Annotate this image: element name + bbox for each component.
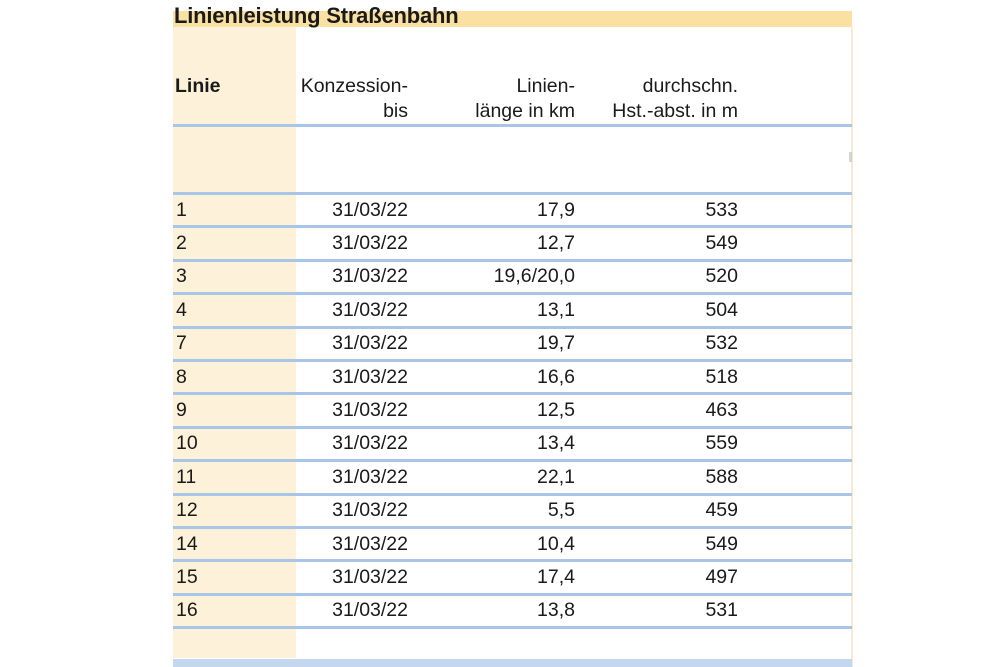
column-header-linienlaenge: Linien- länge in km: [475, 74, 575, 124]
cell-linienlaenge: 13,8: [537, 599, 575, 622]
cell-konzession-bis: 31/03/22: [332, 399, 408, 422]
cell-konzession-bis: 31/03/22: [332, 599, 408, 622]
cell-hst-abstand: 549: [705, 532, 738, 555]
cell-linie: 1: [176, 198, 187, 221]
cell-hst-abstand: 549: [705, 232, 738, 255]
table-row: 12 31/03/22 5,5 459: [173, 496, 852, 529]
cell-linienlaenge: 10,4: [537, 532, 575, 555]
table-row: 4 31/03/22 13,1 504: [173, 295, 852, 329]
cell-linienlaenge: 17,4: [537, 565, 575, 588]
table-row: 7 31/03/22 19,7 532: [173, 329, 852, 362]
cell-linienlaenge: 5,5: [547, 499, 575, 522]
cell-linienlaenge: 19,6/20,0: [493, 265, 575, 288]
column-header-label-line1: durchschn.: [642, 75, 738, 97]
cell-linie: 2: [176, 232, 187, 255]
cell-linie: 3: [176, 265, 187, 288]
cell-linienlaenge: 12,5: [537, 399, 575, 422]
cell-hst-abstand: 497: [705, 565, 738, 588]
cell-linienlaenge: 12,7: [537, 232, 575, 255]
column-header-label-line1: Konzession-: [300, 75, 408, 97]
column-header-linie: Linie: [175, 74, 221, 99]
sheet-bottom-rule: [173, 659, 852, 667]
cell-konzession-bis: 31/03/22: [332, 432, 408, 455]
cell-linienlaenge: 19,7: [537, 332, 575, 355]
table-row: 2 31/03/22 12,7 549: [173, 228, 852, 262]
cell-konzession-bis: 31/03/22: [332, 198, 408, 221]
column-header-label-line2: länge in km: [475, 100, 575, 122]
cell-konzession-bis: 31/03/22: [332, 265, 408, 288]
cell-linie: 10: [176, 432, 198, 455]
column-header-konzession-bis: Konzession- bis: [301, 74, 408, 124]
cell-linienlaenge: 17,9: [537, 198, 575, 221]
cell-linie: 12: [176, 499, 198, 522]
cell-konzession-bis: 31/03/22: [332, 298, 408, 321]
cell-konzession-bis: 31/03/22: [332, 465, 408, 488]
cell-linie: 9: [176, 399, 187, 422]
page-title: Linienleistung Straßenbahn: [174, 3, 459, 28]
cell-hst-abstand: 518: [705, 365, 738, 388]
cell-hst-abstand: 532: [705, 332, 738, 355]
cell-linie: 15: [176, 565, 198, 588]
cell-konzession-bis: 31/03/22: [332, 499, 408, 522]
cell-hst-abstand: 533: [705, 198, 738, 221]
table-row: 14 31/03/22 10,4 549: [173, 529, 852, 563]
cell-konzession-bis: 31/03/22: [332, 365, 408, 388]
stray-border-mark: [849, 152, 852, 162]
cell-hst-abstand: 463: [705, 399, 738, 422]
column-header-label-line1: Linien-: [516, 75, 575, 97]
table-row: 8 31/03/22 16,6 518: [173, 362, 852, 396]
column-header-label-line2: bis: [383, 100, 408, 122]
cell-konzession-bis: 31/03/22: [332, 565, 408, 588]
cell-hst-abstand: 531: [705, 599, 738, 622]
body-top-rule: [173, 192, 852, 195]
cell-linie: 16: [176, 599, 198, 622]
cell-hst-abstand: 559: [705, 432, 738, 455]
cell-hst-abstand: 459: [705, 499, 738, 522]
cell-hst-abstand: 520: [705, 265, 738, 288]
table-row: 16 31/03/22 13,8 531: [173, 596, 852, 630]
cell-linienlaenge: 16,6: [537, 365, 575, 388]
column-header-label: Linie: [175, 75, 221, 97]
cell-linienlaenge: 22,1: [537, 465, 575, 488]
cell-linie: 4: [176, 298, 187, 321]
cell-linie: 7: [176, 332, 187, 355]
column-header-label-line2: Hst.-abst. in m: [612, 100, 738, 122]
cell-linie: 11: [176, 465, 197, 488]
table-row: 15 31/03/22 17,4 497: [173, 562, 852, 596]
cell-hst-abstand: 588: [705, 465, 738, 488]
row-header-column-background: [173, 27, 296, 658]
cell-linienlaenge: 13,1: [537, 298, 575, 321]
column-header-hst-abstand: durchschn. Hst.-abst. in m: [612, 74, 738, 124]
cell-konzession-bis: 31/03/22: [332, 232, 408, 255]
cell-hst-abstand: 504: [705, 298, 738, 321]
table-row: 9 31/03/22 12,5 463: [173, 395, 852, 429]
table-row: 3 31/03/22 19,6/20,0 520: [173, 262, 852, 296]
cell-konzession-bis: 31/03/22: [332, 532, 408, 555]
table-row: 1 31/03/22 17,9 533: [173, 195, 852, 229]
cell-linie: 8: [176, 365, 187, 388]
cell-linienlaenge: 13,4: [537, 432, 575, 455]
table-row: 11 31/03/22 22,1 588: [173, 462, 852, 496]
right-column-divider: [851, 27, 853, 667]
cell-linie: 14: [176, 532, 198, 555]
title-highlight-band: [173, 11, 852, 27]
cell-konzession-bis: 31/03/22: [332, 332, 408, 355]
table-row: 10 31/03/22 13,4 559: [173, 429, 852, 463]
table-body: 1 31/03/22 17,9 533 2 31/03/22 12,7 549 …: [173, 195, 852, 630]
header-bottom-rule: [173, 124, 852, 127]
